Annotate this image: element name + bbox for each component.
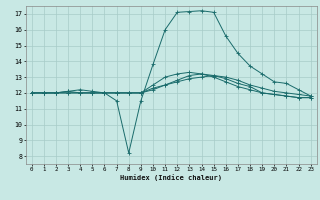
X-axis label: Humidex (Indice chaleur): Humidex (Indice chaleur) xyxy=(120,175,222,181)
